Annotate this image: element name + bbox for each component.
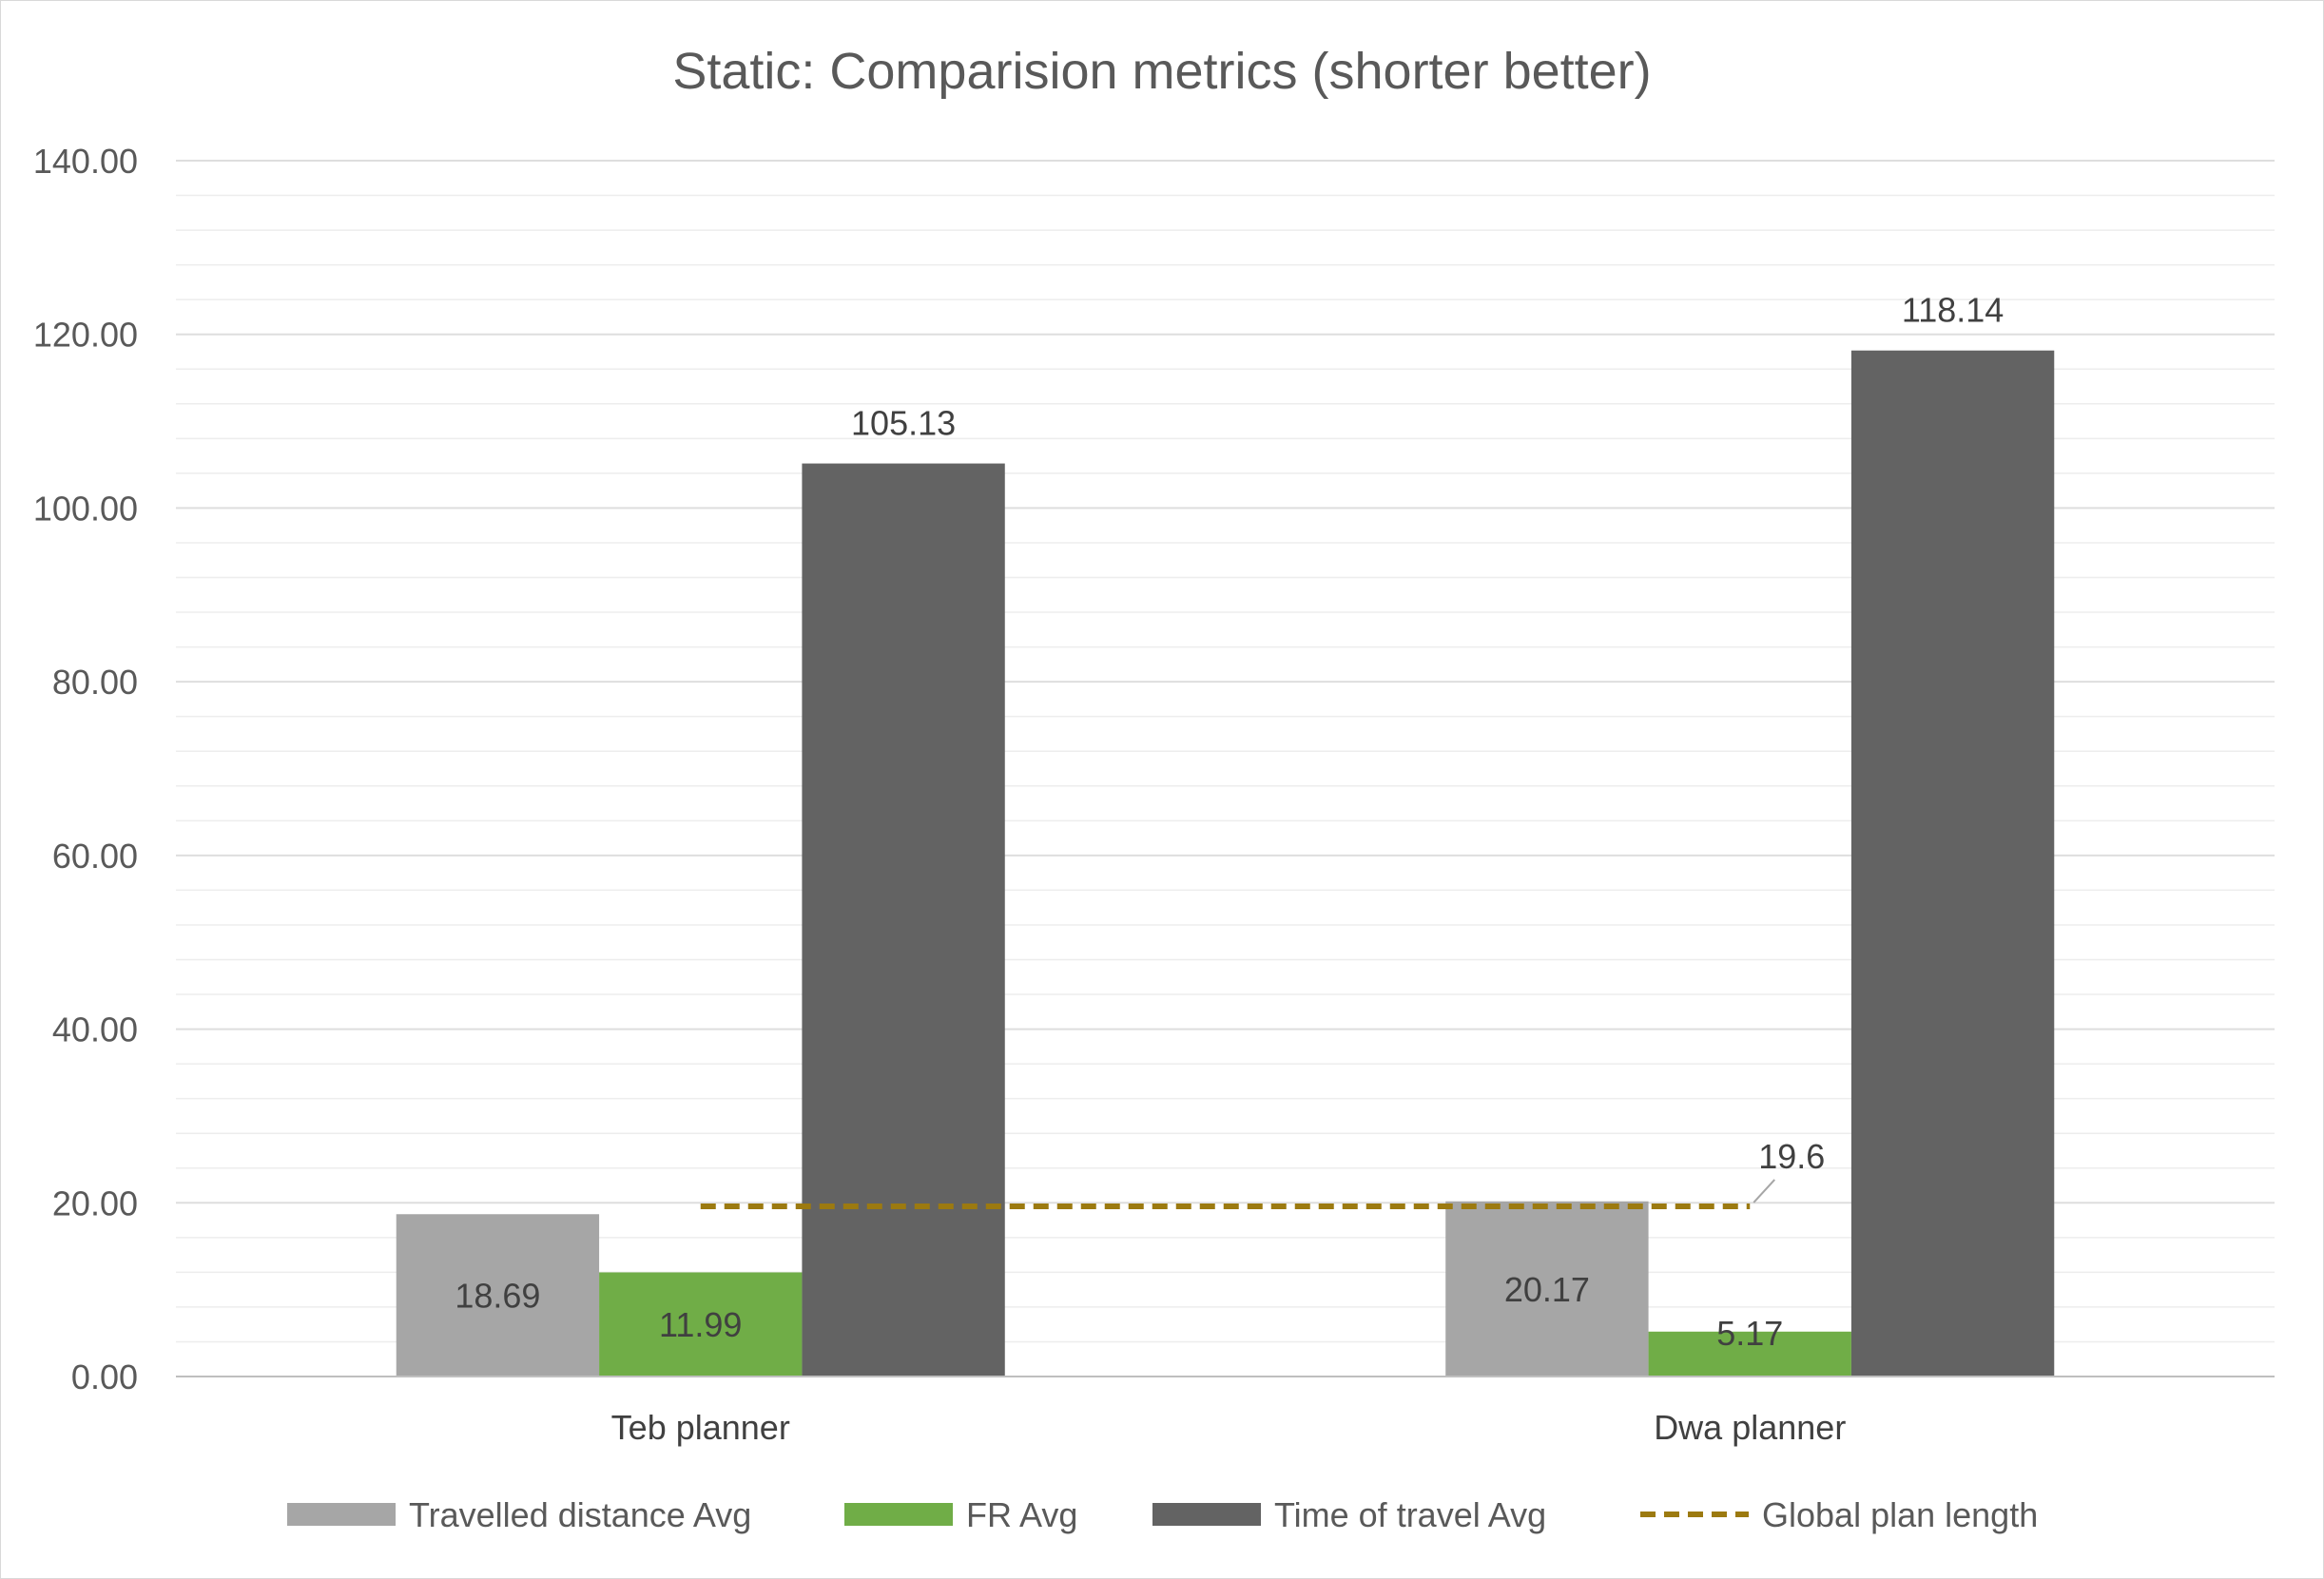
legend-label: Travelled distance Avg <box>409 1495 751 1534</box>
x-category-label: Dwa planner <box>1654 1408 1846 1447</box>
data-label: 118.14 <box>1902 291 2004 330</box>
data-label: 105.13 <box>851 404 956 443</box>
legend-swatch <box>287 1503 396 1526</box>
data-label: 20.17 <box>1504 1270 1590 1309</box>
bar <box>1850 350 2055 1377</box>
data-labels: 18.69 20.17 11.99 5.17 105.13 118.14 19.6 <box>455 291 2004 1353</box>
y-tick-label: 0.00 <box>71 1358 138 1396</box>
chart-title: Static: Comparision metrics (shorter bet… <box>672 43 1651 100</box>
y-tick-label: 120.00 <box>33 316 138 355</box>
y-tick-label: 40.00 <box>52 1011 138 1049</box>
data-label: 18.69 <box>455 1277 540 1316</box>
bar <box>1648 1331 1851 1377</box>
leader-line <box>1753 1179 1775 1204</box>
legend-label: Time of travel Avg <box>1274 1495 1546 1534</box>
data-label: 5.17 <box>1716 1314 1783 1353</box>
bar <box>396 1214 600 1377</box>
legend-swatch <box>844 1503 953 1526</box>
bars <box>396 350 2055 1377</box>
data-label: 11.99 <box>659 1305 742 1344</box>
legend: Travelled distance Avg FR Avg Time of trav… <box>287 1495 2038 1534</box>
y-tick-label: 100.00 <box>33 489 138 528</box>
y-tick-label: 60.00 <box>52 837 138 876</box>
bar <box>1445 1201 1649 1377</box>
bar <box>802 463 1005 1377</box>
y-tick-label: 20.00 <box>52 1184 138 1223</box>
legend-label: Global plan length <box>1762 1495 2038 1534</box>
y-tick-label: 80.00 <box>52 663 138 702</box>
y-tick-label: 140.00 <box>33 142 138 181</box>
data-label: 19.6 <box>1758 1137 1825 1176</box>
axes: 0.00 20.00 40.00 60.00 80.00 100.00 120.00 140.… <box>33 142 2275 1447</box>
legend-label: FR Avg <box>966 1495 1077 1534</box>
bar <box>599 1272 803 1377</box>
x-category-label: Teb planner <box>611 1408 790 1447</box>
legend-swatch <box>1152 1503 1261 1526</box>
